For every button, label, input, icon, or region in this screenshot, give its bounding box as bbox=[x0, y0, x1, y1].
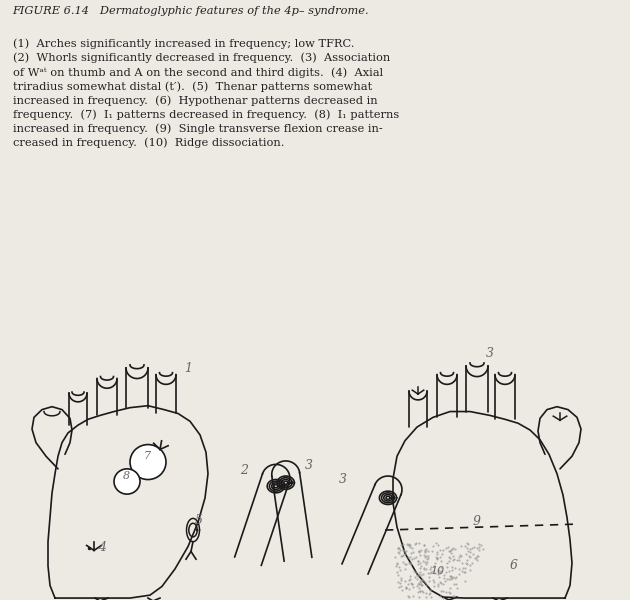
Text: 7: 7 bbox=[144, 451, 151, 461]
Text: (1)  Arches significantly increased in frequency; low TFRC.
(2)  Whorls signific: (1) Arches significantly increased in fr… bbox=[13, 38, 399, 148]
Text: 6: 6 bbox=[510, 559, 518, 572]
Circle shape bbox=[130, 445, 166, 479]
Text: 5: 5 bbox=[195, 514, 203, 527]
Circle shape bbox=[114, 469, 140, 494]
Text: 3: 3 bbox=[339, 473, 347, 487]
Text: 3: 3 bbox=[486, 347, 494, 360]
Text: 2: 2 bbox=[240, 464, 248, 477]
Text: 9: 9 bbox=[473, 515, 481, 528]
Text: FIGURE 6.14   Dermatoglyphic features of the 4p– syndrome.: FIGURE 6.14 Dermatoglyphic features of t… bbox=[13, 6, 369, 16]
Text: 1: 1 bbox=[184, 362, 192, 375]
Text: 4: 4 bbox=[98, 541, 106, 554]
Text: 8: 8 bbox=[123, 470, 130, 481]
Text: 10: 10 bbox=[430, 566, 444, 576]
Text: 3: 3 bbox=[305, 459, 313, 472]
